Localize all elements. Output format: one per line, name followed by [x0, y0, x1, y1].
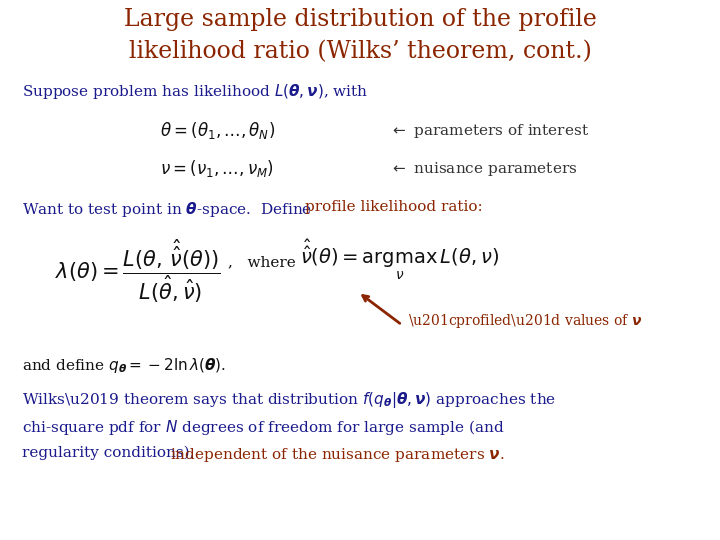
Text: \u201cprofiled\u201d values of $\boldsymbol{\nu}$: \u201cprofiled\u201d values of $\boldsym… — [408, 312, 642, 330]
Text: regularity conditions),: regularity conditions), — [22, 446, 199, 461]
Text: Large sample distribution of the profile: Large sample distribution of the profile — [124, 8, 596, 31]
Text: profile likelihood ratio:: profile likelihood ratio: — [305, 200, 482, 214]
Text: $\hat{\hat{\nu}}(\theta) = \underset{\nu}{\mathrm{argmax}}\,L(\theta,\nu)$: $\hat{\hat{\nu}}(\theta) = \underset{\nu… — [300, 238, 499, 282]
Text: $\nu = (\nu_1,\ldots,\nu_M)$: $\nu = (\nu_1,\ldots,\nu_M)$ — [160, 158, 274, 179]
Text: $\theta = (\theta_1,\ldots,\theta_N)$: $\theta = (\theta_1,\ldots,\theta_N)$ — [160, 120, 275, 141]
Text: likelihood ratio (Wilks’ theorem, cont.): likelihood ratio (Wilks’ theorem, cont.) — [129, 40, 591, 63]
Text: Suppose problem has likelihood $L(\boldsymbol{\theta}, \boldsymbol{\nu})$, with: Suppose problem has likelihood $L(\bolds… — [22, 82, 369, 101]
Text: ,   where: , where — [228, 255, 296, 269]
Text: $\leftarrow$ parameters of interest: $\leftarrow$ parameters of interest — [390, 122, 589, 140]
Text: $\lambda(\theta) = \dfrac{L(\theta,\,\hat{\hat{\nu}}(\theta))}{L(\hat{\theta},\h: $\lambda(\theta) = \dfrac{L(\theta,\,\ha… — [55, 238, 220, 305]
Text: $\leftarrow$ nuisance parameters: $\leftarrow$ nuisance parameters — [390, 160, 577, 178]
Text: independent of the nuisance parameters $\boldsymbol{\nu}$.: independent of the nuisance parameters $… — [170, 446, 505, 464]
Text: and define $q_{\boldsymbol{\theta}} = -2\ln\lambda(\boldsymbol{\theta})$.: and define $q_{\boldsymbol{\theta}} = -2… — [22, 356, 226, 375]
Text: chi-square pdf for $N$ degrees of freedom for large sample (and: chi-square pdf for $N$ degrees of freedo… — [22, 418, 505, 437]
Text: Wilks\u2019 theorem says that distribution $f(q_{\boldsymbol{\theta}}|\boldsymbo: Wilks\u2019 theorem says that distributi… — [22, 390, 556, 410]
Text: Want to test point in $\boldsymbol{\theta}$-space.  Define: Want to test point in $\boldsymbol{\thet… — [22, 200, 313, 219]
